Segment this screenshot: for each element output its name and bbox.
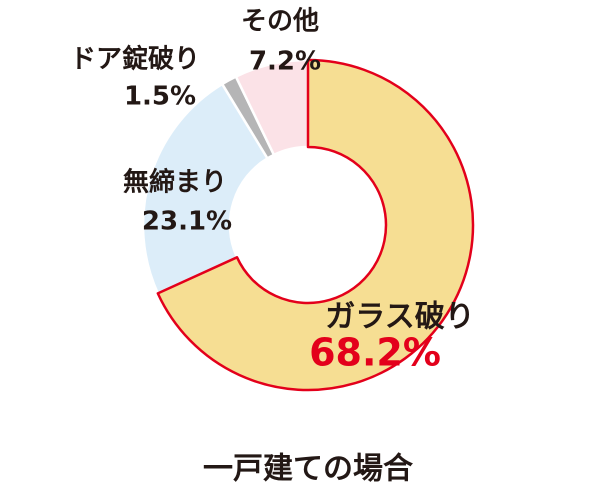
donut-segment: [156, 58, 475, 392]
category-label: その他: [241, 7, 319, 37]
value-label: 68.2%: [309, 331, 441, 375]
category-label: ドア錠破り: [70, 44, 200, 75]
value-label: 23.1%: [142, 207, 232, 237]
chart-title: 一戸建ての場合: [203, 452, 413, 487]
category-label: ガラス破り: [325, 300, 474, 335]
category-label: 無締まり: [123, 167, 227, 198]
donut-segment: [141, 82, 269, 295]
value-label: 1.5%: [124, 82, 196, 112]
value-label: 7.2%: [249, 47, 321, 77]
